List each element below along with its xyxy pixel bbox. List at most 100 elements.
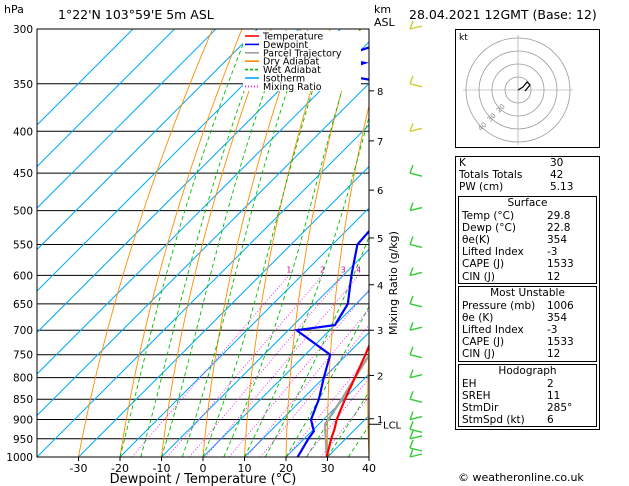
wind-barb: [409, 206, 423, 212]
most-unstable-value: 354: [547, 311, 568, 324]
wet-adiabat: [140, 29, 268, 457]
most-unstable-row: CIN (J) 12: [459, 348, 596, 360]
isotherm: [37, 29, 217, 209]
km-label: km: [374, 3, 392, 16]
pressure-tick-label: 750: [13, 350, 33, 362]
km-tick-label: 1: [377, 415, 383, 426]
datetime-title: 28.04.2021 12GMT (Base: 12): [409, 7, 597, 22]
temp-tick-label: 40: [362, 462, 376, 475]
mixing-ratio-axis-label: Mixing Ratio (g/kg): [387, 231, 400, 335]
legend-label: Dry Adiabat: [263, 57, 320, 68]
isotherm: [244, 331, 369, 457]
wind-barbs: [409, 20, 423, 458]
surface-title: Surface: [507, 196, 548, 209]
wet-adiabat: [264, 235, 369, 457]
most-unstable-label: CIN (J): [462, 348, 495, 361]
hodograph-table-row: StmSpd (kt) 6: [459, 414, 596, 426]
indices-row: Totals Totals 42: [456, 169, 599, 181]
hodograph-ring-label: 30: [486, 112, 498, 124]
km-tick-label: 5: [377, 234, 383, 245]
hodograph-table-label: StmSpd (kt): [462, 414, 525, 427]
wind-barb-flag: [409, 202, 414, 211]
wind-barb-flag: [409, 267, 414, 276]
indices-label: Totals Totals: [459, 169, 523, 182]
pressure-tick-label: 400: [13, 126, 33, 138]
hodograph-table: Hodograph EH 2 SREH 11 StmDir 285° StmSpd (kt)…: [458, 363, 597, 428]
surface-row: θe(K) 354: [459, 234, 596, 246]
axes: 3003504004505005506006507007508008509009…: [6, 24, 401, 475]
mixing-ratio-line: [286, 355, 369, 457]
copyright: © weatheronline.co.uk: [458, 471, 584, 484]
wind-barb: [409, 25, 423, 30]
indices-value: 42: [550, 169, 564, 182]
legend-label: Temperature: [262, 32, 323, 43]
isotherm: [37, 29, 175, 168]
hodograph-table-row: StmDir 285°: [459, 402, 596, 414]
hodograph-table-row: SREH 11: [459, 390, 596, 402]
isotherm: [37, 29, 134, 126]
isotherm: [37, 41, 369, 375]
temp-tick-label: 20: [279, 462, 293, 475]
temp-tick-label: 30: [321, 462, 335, 475]
surface-value: 1533: [547, 258, 574, 271]
most-unstable-title: Most Unstable: [490, 286, 565, 299]
wind-barb-flag: [409, 20, 414, 30]
legend-box: [243, 31, 361, 91]
surface-value: 354: [547, 233, 568, 246]
mixing-ratio-line: [167, 275, 323, 457]
legend-label: Mixing Ratio: [263, 82, 322, 93]
wind-barb: [409, 415, 423, 421]
wet-adiabat: [285, 305, 369, 457]
dry-adiabat: [202, 29, 302, 457]
wind-barb-flag: [409, 439, 414, 449]
dry-adiabat: [619, 29, 629, 457]
most-unstable-row: CAPE (J) 1533: [459, 336, 596, 348]
isotherm: [202, 290, 369, 457]
most-unstable-label: Lifted Index: [462, 324, 524, 337]
mixing-ratio-label: 3: [341, 265, 346, 274]
isotherm: [37, 29, 341, 334]
temp-tick-label: -20: [111, 462, 129, 475]
surface-label: θe(K): [462, 233, 490, 246]
wind-barb-flag: [409, 236, 414, 245]
indices-label: PW (cm): [459, 181, 504, 194]
surface-row: CIN (J) 12: [459, 271, 596, 283]
wind-barb: [409, 373, 423, 379]
surface-row: Dewp (°C) 22.8: [459, 222, 596, 234]
isotherm: [37, 82, 369, 417]
most-unstable-row: Lifted Index -3: [459, 324, 596, 336]
km-tick-label: 7: [377, 137, 383, 148]
surface-table: Surface Temp (°C) 29.8 Dewp (°C) 22.8 θe(K) 3…: [458, 195, 597, 284]
mixing-ratio-label: 1: [287, 265, 292, 274]
background-lines: 1 2 3 4 6 8 10 15 20 25: [37, 29, 629, 457]
surface-row: CAPE (J) 1533: [459, 258, 596, 270]
wind-barb-flag: [409, 448, 414, 458]
wind-barb: [409, 453, 423, 458]
km-tick-label: 3: [377, 326, 383, 337]
hodograph-table-value: 6: [547, 414, 554, 427]
wind-barb: [409, 243, 423, 249]
wind-barb-flag: [409, 75, 414, 85]
surface-value: 22.8: [547, 221, 571, 234]
wind-barb-flag: [409, 123, 414, 132]
hodograph-table-value: 11: [547, 389, 561, 402]
wind-barb: [409, 435, 423, 440]
mixing-ratio-label: 6: [379, 265, 384, 274]
km-tick-label: 8: [377, 87, 383, 98]
pressure-tick-label: 650: [13, 299, 33, 311]
pressure-tick-label: 550: [13, 239, 33, 251]
pressure-tick-label: 900: [13, 415, 33, 427]
lcl-label: LCL: [383, 420, 402, 431]
wind-barb-flag: [409, 164, 414, 174]
pressure-tick-label: 700: [13, 325, 33, 337]
wind-barb-flag: [409, 390, 414, 400]
wind-barb-flag: [409, 295, 414, 305]
legend-label: Parcel Trajectory: [263, 48, 342, 59]
wet-adiabat: [223, 29, 361, 457]
temp-tick-label: 10: [238, 462, 252, 475]
hodograph: kt 20 30 40: [455, 29, 600, 148]
indices-value: 5.13: [550, 181, 574, 194]
isotherm: [37, 29, 300, 292]
